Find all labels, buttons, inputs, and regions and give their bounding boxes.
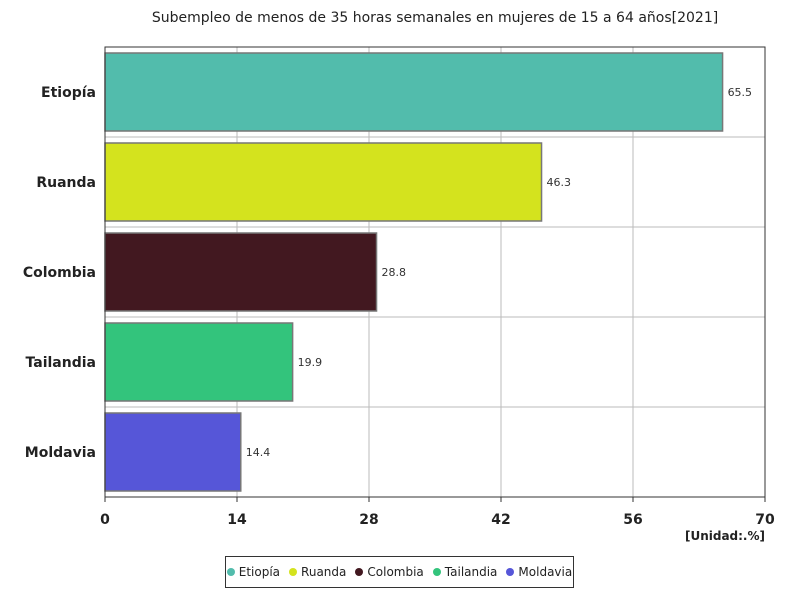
bar-ruanda bbox=[104, 142, 543, 222]
legend-item: Ruanda bbox=[289, 565, 346, 579]
legend-label: Etiopía bbox=[238, 565, 281, 579]
category-label: Ruanda bbox=[36, 175, 96, 191]
legend-item: Etiopía bbox=[226, 565, 281, 579]
value-label: 65.5 bbox=[728, 86, 753, 99]
x-tick-label: 42 bbox=[491, 512, 510, 528]
category-label: Colombia bbox=[23, 265, 96, 281]
legend: Etiopía Ruanda Colombia Tailandia Moldavia bbox=[225, 556, 574, 588]
value-label: 46.3 bbox=[547, 176, 572, 189]
value-label: 14.4 bbox=[246, 446, 271, 459]
bar-tailandia bbox=[104, 322, 294, 402]
x-tick-label: 28 bbox=[359, 512, 378, 528]
plot-area-frame bbox=[104, 46, 766, 498]
legend-swatch bbox=[432, 568, 441, 576]
chart-title: Subempleo de menos de 35 horas semanales… bbox=[151, 10, 719, 26]
legend-swatch bbox=[226, 568, 235, 576]
bar-moldavia bbox=[104, 412, 242, 492]
legend-label: Colombia bbox=[367, 565, 424, 579]
x-tick-label: 0 bbox=[100, 512, 110, 528]
legend-swatch bbox=[506, 568, 515, 576]
category-label: Etiopía bbox=[41, 85, 96, 101]
unit-label: [Unidad:.%] bbox=[684, 529, 765, 543]
legend-item: Moldavia bbox=[506, 565, 572, 579]
x-tick-label: 56 bbox=[623, 512, 642, 528]
legend-swatch bbox=[355, 568, 364, 576]
category-label: Moldavia bbox=[25, 445, 96, 461]
legend-item: Tailandia bbox=[432, 565, 498, 579]
value-label: 19.9 bbox=[298, 356, 323, 369]
labels: 0 14 28 42 56 70 Etiopía 65.5 Ruanda 46.3 Colombia… bbox=[23, 85, 775, 528]
bar-etiopía bbox=[104, 52, 724, 132]
legend-item: Colombia bbox=[355, 565, 424, 579]
legend-label: Tailandia bbox=[444, 565, 498, 579]
category-label: Tailandia bbox=[26, 355, 96, 371]
bar-colombia bbox=[104, 232, 378, 312]
x-tick-label: 14 bbox=[227, 512, 247, 528]
x-tick-label: 70 bbox=[755, 512, 775, 528]
legend-label: Moldavia bbox=[518, 565, 573, 579]
value-label: 28.8 bbox=[382, 266, 407, 279]
legend-swatch bbox=[289, 568, 298, 576]
bars bbox=[104, 52, 724, 492]
legend-label: Ruanda bbox=[301, 565, 347, 579]
